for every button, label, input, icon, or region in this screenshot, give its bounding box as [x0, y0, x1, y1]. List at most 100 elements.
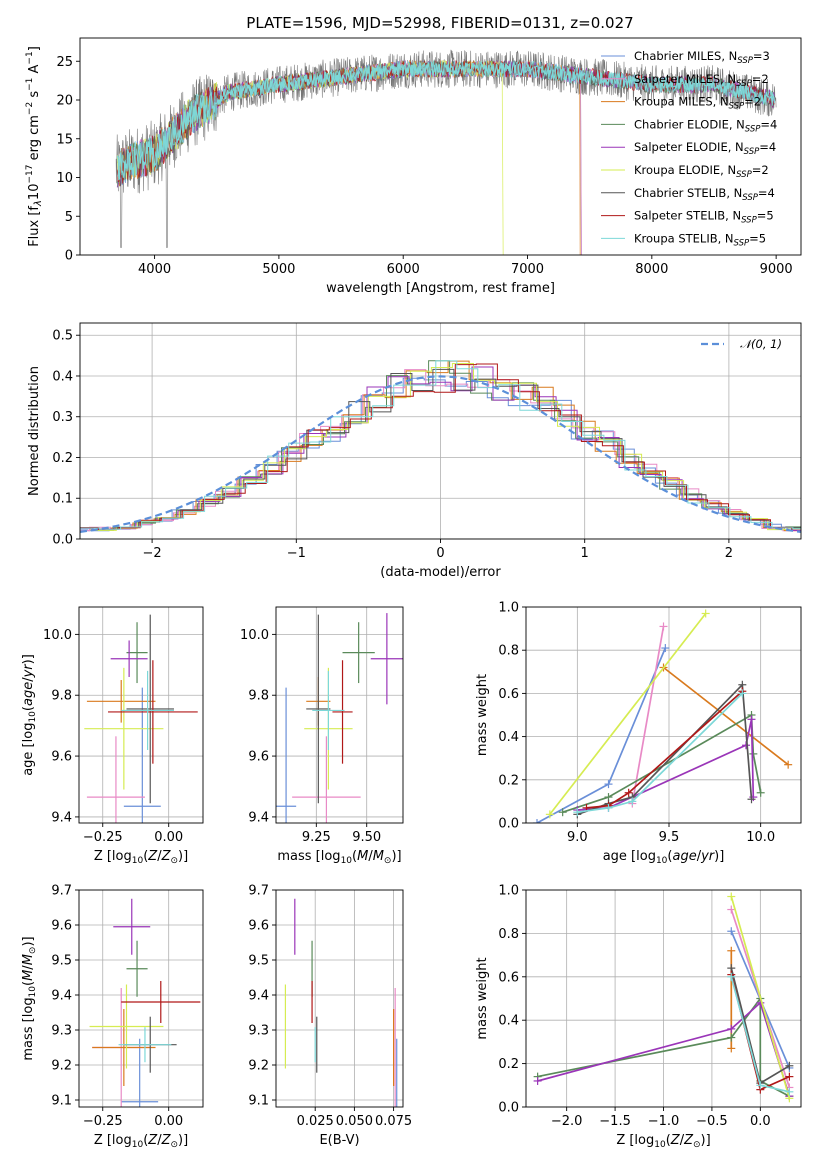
y-tick-label: 0.8	[498, 927, 519, 942]
residual-histogram-panel: −2 −1 0 1 2 0.0 0.1 0.2 0.3 0.4 0.5 (data-model)/er…	[27, 322, 802, 580]
residual-histogram-panel-plot-area	[80, 323, 801, 539]
mass-vs-ebv-panel-plot-area	[276, 890, 403, 1107]
x-axis-label: wavelength [Angstrom, rest frame]	[326, 281, 555, 296]
y-tick-label: 0.4	[52, 369, 73, 384]
y-tick-label: 1.0	[498, 601, 519, 616]
y-tick-label: 9.5	[51, 954, 72, 969]
mass-weight-line	[586, 690, 743, 809]
y-axis-label: Normed distribution	[27, 366, 42, 496]
y-tick-label: 0.0	[498, 1101, 519, 1116]
mass-weight-line	[662, 666, 789, 766]
legend-label: Chabrier MILES, NSSP=3	[634, 49, 770, 66]
y-tick-label: 9.1	[248, 1094, 269, 1109]
y-tick-label: 9.6	[248, 750, 269, 765]
residual-histogram-step	[80, 363, 801, 530]
x-tick-label: 0.050	[336, 1114, 373, 1129]
mass-weight-line	[577, 692, 743, 814]
y-tick-label: 0.2	[498, 773, 519, 788]
x-tick-label: 9000	[760, 262, 793, 277]
y-tick-label: 10.0	[43, 628, 72, 643]
y-tick-label: 0	[65, 249, 73, 264]
weight-vs-Z-panel: −2.0 −1.5 −1.0 −0.5 0.0 0.0 0.2 0.4 0.6 0.8 1.0 Z […	[475, 884, 802, 1150]
y-tick-label: 0.5	[52, 329, 73, 344]
x-axis-label: Z [log10(Z/Z⊙)]	[616, 1133, 710, 1150]
y-tick-label: 0.4	[498, 730, 519, 745]
x-tick-label: −0.5	[696, 1114, 728, 1129]
x-tick-label: −2	[143, 546, 162, 561]
y-tick-label: 15	[56, 132, 73, 147]
kroupa-stelib-model-line	[116, 60, 775, 181]
x-tick-label: 0.0	[750, 1114, 771, 1129]
x-axis-label: age [log10(age/yr)]	[603, 849, 725, 866]
spectrum-panel-plot-area	[115, 49, 777, 255]
axes-frame	[78, 889, 204, 1108]
x-tick-label: 10.0	[746, 830, 775, 845]
y-tick-label: 0.0	[498, 817, 519, 832]
y-tick-label: 9.3	[51, 1024, 72, 1039]
axes-frame	[78, 606, 204, 824]
y-tick-label: 9.4	[248, 810, 269, 825]
y-tick-label: 9.6	[51, 750, 72, 765]
legend-label: Chabrier STELIB, NSSP=4	[634, 186, 775, 203]
x-axis-label: Z [log10(Z/Z⊙)]	[94, 1133, 188, 1150]
residual-histogram-step	[80, 360, 801, 530]
mass-vs-Z-panel-plot-area	[79, 890, 203, 1107]
y-axis-label: mass weight	[475, 957, 490, 1039]
x-tick-label: 9.5	[659, 830, 680, 845]
legend-label: Salpeter MILES, NSSP=2	[634, 72, 769, 89]
y-tick-label: 0.2	[498, 1057, 519, 1072]
model-spectrum-line	[116, 59, 581, 255]
x-axis-label: E(B-V)	[319, 1133, 359, 1148]
y-tick-label: 9.6	[51, 919, 72, 934]
mass-weight-line	[631, 626, 665, 804]
x-tick-label: 9.50	[352, 830, 381, 845]
y-tick-label: 9.3	[248, 1024, 269, 1039]
y-tick-label: 0.8	[498, 644, 519, 659]
y-tick-label: 9.4	[51, 989, 72, 1004]
y-tick-label: 0.1	[52, 492, 73, 507]
legend-label: Salpeter STELIB, NSSP=5	[634, 209, 774, 226]
age-vs-Z-panel-plot-area	[79, 607, 203, 823]
x-tick-label: 0.00	[154, 1114, 183, 1129]
x-tick-label: 0.025	[297, 1114, 334, 1129]
legend-label: Kroupa ELODIE, NSSP=2	[634, 163, 769, 180]
y-axis-label: Flux [fλ10−17 erg cm−2 s−1 A−1]	[25, 46, 44, 247]
x-tick-label: −0.25	[83, 1114, 123, 1129]
y-tick-label: 9.7	[248, 884, 269, 899]
legend-label: Chabrier ELODIE, NSSP=4	[634, 117, 777, 134]
x-tick-label: −1.5	[599, 1114, 631, 1129]
x-tick-label: 4000	[138, 262, 171, 277]
x-tick-label: −1.0	[648, 1114, 680, 1129]
y-tick-label: 9.1	[51, 1094, 72, 1109]
y-tick-label: 9.2	[51, 1059, 72, 1074]
model-spectrum-line	[116, 60, 582, 255]
y-tick-label: 0.6	[498, 687, 519, 702]
weight-vs-Z-panel-plot-area	[526, 890, 801, 1107]
x-tick-label: −2.0	[551, 1114, 583, 1129]
x-tick-label: 6000	[387, 262, 420, 277]
mass-vs-ebv-panel: 0.025 0.050 0.075 9.1 9.2 9.3 9.4 9.5 9.6 9.7 E(B-…	[248, 884, 412, 1149]
residual-histogram-step	[80, 363, 801, 531]
y-tick-label: 25	[56, 55, 73, 70]
y-tick-label: 0.0	[52, 533, 73, 548]
age-vs-Z-panel: −0.25 0.00 9.4 9.6 9.8 10.0 Z [log10(Z/Z⊙)] age…	[21, 606, 204, 866]
residual-histogram-step	[80, 366, 801, 531]
mass-weight-line	[577, 682, 753, 816]
y-axis-label: mass weight	[475, 674, 490, 756]
y-tick-label: 10	[56, 171, 73, 186]
y-axis-label: mass [log10(M/M⊙)]	[21, 936, 38, 1060]
axes-frame	[275, 889, 404, 1108]
axes-frame	[79, 37, 802, 256]
x-tick-label: 0	[436, 546, 444, 561]
y-tick-label: 0.4	[498, 1014, 519, 1029]
x-tick-label: 0.00	[154, 830, 183, 845]
normal-distribution-curve	[80, 375, 801, 533]
axes-frame	[275, 606, 404, 824]
x-axis-label: Z [log10(Z/Z⊙)]	[94, 849, 188, 866]
age-vs-mass-panel-plot-area	[276, 607, 403, 823]
y-tick-label: 0.6	[498, 970, 519, 985]
y-tick-label: 9.6	[248, 919, 269, 934]
legend-label: Salpeter ELODIE, NSSP=4	[634, 140, 776, 157]
x-axis-label: mass [log10(M/M⊙)]	[277, 849, 401, 866]
